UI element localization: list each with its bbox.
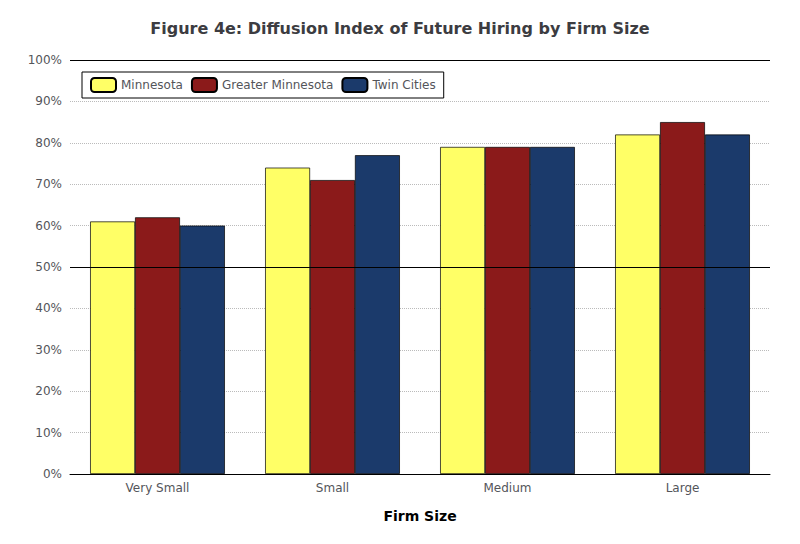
svg-text:Very Small: Very Small xyxy=(126,481,190,495)
svg-text:0%: 0% xyxy=(43,467,62,481)
svg-text:Large: Large xyxy=(666,481,700,495)
svg-text:Figure 4e: Diffusion Index of: Figure 4e: Diffusion Index of Future Hir… xyxy=(150,19,650,38)
svg-text:90%: 90% xyxy=(35,94,62,108)
svg-text:Small: Small xyxy=(316,481,349,495)
svg-text:Medium: Medium xyxy=(484,481,532,495)
svg-text:50%: 50% xyxy=(35,260,62,274)
svg-text:10%: 10% xyxy=(35,426,62,440)
svg-text:70%: 70% xyxy=(35,177,62,191)
svg-text:Firm Size: Firm Size xyxy=(383,508,456,524)
svg-text:100%: 100% xyxy=(28,53,62,67)
svg-text:Greater Minnesota: Greater Minnesota xyxy=(222,78,333,92)
svg-text:80%: 80% xyxy=(35,136,62,150)
svg-text:40%: 40% xyxy=(35,301,62,315)
svg-text:60%: 60% xyxy=(35,219,62,233)
svg-text:Minnesota: Minnesota xyxy=(121,78,183,92)
svg-text:Twin Cities: Twin Cities xyxy=(371,78,435,92)
svg-text:30%: 30% xyxy=(35,343,62,357)
svg-text:20%: 20% xyxy=(35,384,62,398)
